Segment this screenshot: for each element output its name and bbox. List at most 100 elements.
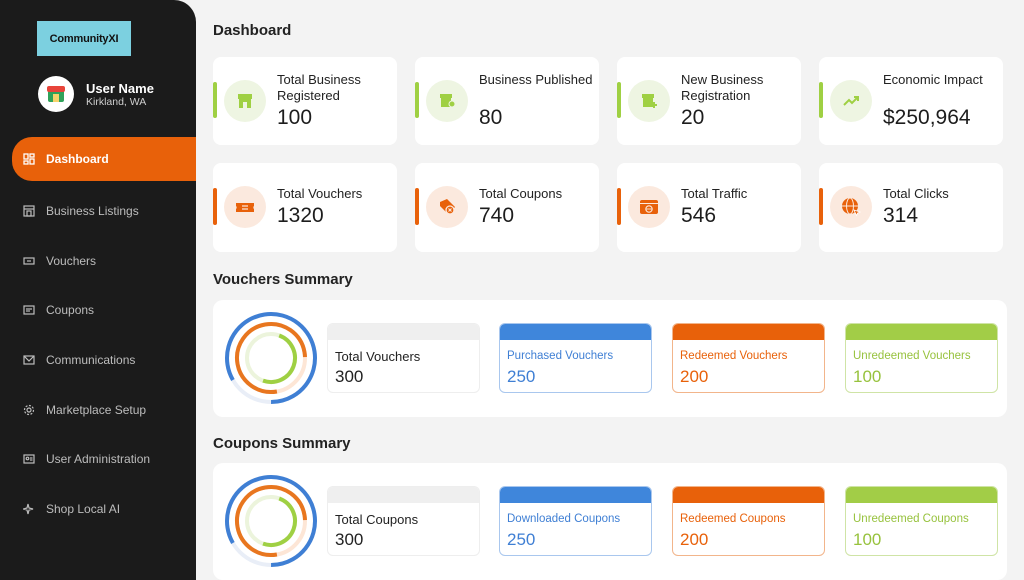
accent-bar [213,188,217,225]
avatar[interactable] [38,76,74,112]
summary-box-value: 200 [680,367,709,386]
stat-card-economic-impact[interactable]: Economic Impact $250,964 [819,57,1003,145]
sidebar-item-business-listings[interactable]: Business Listings [0,186,196,236]
summary-box-header [673,487,824,503]
stat-value: 100 [277,106,313,129]
summary-box-header [500,487,651,503]
summary-box-label: Unredeemed Vouchers [853,350,971,362]
gear-icon [22,403,36,417]
summary-box-value: 100 [853,367,882,386]
page-title: Dashboard [213,22,292,39]
store-location-icon [426,80,468,122]
stat-value: 314 [883,204,919,227]
user-admin-icon [22,452,36,466]
summary-box-header [328,487,479,503]
sidebar-item-label: Dashboard [46,152,109,166]
stat-label: Total Business Registered [277,72,361,103]
stat-label: Business Published [479,72,593,87]
summary-box-label: Purchased Vouchers [507,350,614,362]
summary-box-label: Downloaded Coupons [507,513,621,525]
sidebar-item-label: Communications [46,352,136,367]
summary-box-label: Redeemed Vouchers [680,350,788,362]
sidebar-item-label: User Administration [46,452,151,467]
sidebar-item-dashboard[interactable]: Dashboard [12,137,196,181]
stat-card-total-vouchers[interactable]: Total Vouchers 1320 [213,163,397,252]
stat-card-total-coupons[interactable]: Total Coupons 740 [415,163,599,252]
vouchers-summary-title: Vouchers Summary [213,271,353,288]
accent-bar [213,82,217,118]
stat-label: Total Clicks [883,186,949,201]
stat-card-new-business-registration[interactable]: New Business Registration 20 [617,57,801,145]
vouchers-donut-chart [225,312,317,404]
sidebar-item-coupons[interactable]: Coupons [0,285,196,335]
summary-box-value: 250 [507,367,536,386]
summary-box-value: 300 [335,367,364,386]
summary-box-header [328,324,479,340]
summary-box-redeemed-coupons: Redeemed Coupons 200 [672,486,825,556]
summary-box-unredeemed-vouchers: Unredeemed Vouchers 100 [845,323,998,393]
summary-box-label: Total Vouchers [335,349,421,364]
storefront-avatar-icon [47,86,65,102]
summary-box-value: 100 [853,530,882,549]
stat-card-total-clicks[interactable]: Total Clicks 314 [819,163,1003,252]
summary-box-header [673,324,824,340]
accent-bar [415,188,419,225]
sidebar-item-label: Vouchers [46,253,97,268]
summary-box-value: 200 [680,530,709,549]
sidebar-item-shop-local-ai[interactable]: Shop Local AI [0,484,196,534]
browser-globe-icon [628,186,670,228]
sidebar-item-vouchers[interactable]: Vouchers [0,236,196,286]
summary-box-purchased-vouchers: Purchased Vouchers 250 [499,323,652,393]
stat-card-total-traffic[interactable]: Total Traffic 546 [617,163,801,252]
coupon-icon [22,303,36,317]
stat-value: 546 [681,204,717,227]
user-location: Kirkland, WA [86,96,147,108]
ticket-icon [224,186,266,228]
sidebar-item-user-administration[interactable]: User Administration [0,434,196,484]
accent-bar [617,188,621,225]
storefront-icon [224,80,266,122]
summary-box-header [846,324,997,340]
store-add-icon [628,80,670,122]
stat-label: Total Coupons [479,186,563,201]
brand-logo[interactable]: CommunityXI [37,21,131,56]
trend-up-icon [830,80,872,122]
user-name: User Name [86,81,154,96]
accent-bar [819,188,823,225]
stat-label: Total Vouchers [277,186,363,201]
stat-label: Economic Impact [883,72,983,87]
accent-bar [617,82,621,118]
stat-card-business-published[interactable]: Business Published 80 [415,57,599,145]
summary-box-header [846,487,997,503]
sparkle-icon [22,502,36,516]
mail-icon [22,353,36,367]
storefront-icon [22,204,36,218]
stat-value: 80 [479,106,503,129]
summary-box-unredeemed-coupons: Unredeemed Coupons 100 [845,486,998,556]
stat-label: New Business Registration [681,72,764,103]
stat-value: 20 [681,106,705,129]
coupons-summary-panel: Total Coupons 300 Downloaded Coupons 250… [213,463,1007,580]
globe-click-icon [830,186,872,228]
stat-card-total-business-registered[interactable]: Total Business Registered 100 [213,57,397,145]
summary-box-total-coupons: Total Coupons 300 [327,486,480,556]
coupon-tag-icon [426,186,468,228]
sidebar-item-communications[interactable]: Communications [0,335,196,385]
sidebar-item-label: Business Listings [46,203,139,218]
summary-box-total-vouchers: Total Vouchers 300 [327,323,480,393]
stat-label: Total Traffic [681,186,748,201]
sidebar: CommunityXI User Name Kirkland, WA Dashb… [0,0,196,580]
summary-box-downloaded-coupons: Downloaded Coupons 250 [499,486,652,556]
sidebar-nav: Dashboard Business Listings Vouchers Cou… [0,137,196,534]
stat-value: $250,964 [883,106,971,129]
summary-box-label: Redeemed Coupons [680,513,786,525]
stat-value: 1320 [277,204,324,227]
summary-box-value: 300 [335,530,364,549]
sidebar-item-label: Coupons [46,303,95,318]
coupons-donut-chart [225,475,317,567]
sidebar-item-marketplace-setup[interactable]: Marketplace Setup [0,385,196,435]
summary-box-value: 250 [507,530,536,549]
accent-bar [819,82,823,118]
sidebar-item-label: Marketplace Setup [46,402,147,417]
coupons-summary-title: Coupons Summary [213,435,351,452]
